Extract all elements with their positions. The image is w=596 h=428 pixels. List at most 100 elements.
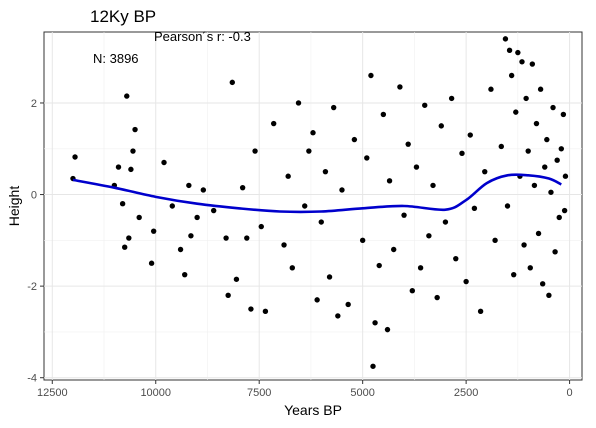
data-point (380, 111, 387, 118)
data-point (128, 166, 134, 173)
y-tick-label: -4 (27, 373, 37, 385)
data-point (558, 146, 565, 152)
data-point (186, 182, 192, 189)
data-point (498, 143, 504, 150)
data-point (523, 95, 529, 102)
data-point (535, 230, 542, 237)
data-point (521, 242, 527, 248)
data-point (122, 244, 128, 250)
data-point (318, 219, 324, 225)
data-point (248, 306, 254, 312)
data-point (330, 104, 337, 111)
data-point (310, 130, 316, 136)
data-point (370, 363, 376, 369)
data-point (513, 109, 519, 115)
x-axis-ticks: 12500 10000 7500 5000 2500 0 (37, 380, 573, 399)
data-point (384, 326, 391, 333)
data-point (448, 95, 455, 102)
data-point (161, 159, 167, 166)
data-point (386, 178, 393, 184)
x-tick-label: 2500 (454, 387, 478, 399)
x-tick-label: 10000 (140, 387, 171, 399)
data-point (502, 36, 509, 42)
data-point (477, 308, 484, 315)
y-axis-label: Height (6, 186, 22, 227)
data-point (529, 61, 536, 67)
data-point (339, 187, 345, 193)
data-point (511, 271, 517, 278)
data-point (281, 242, 287, 248)
y-tick-label: 2 (31, 98, 37, 110)
data-point (519, 59, 525, 65)
data-point (422, 102, 428, 108)
smooth-line (72, 173, 562, 214)
data-point (417, 265, 424, 271)
data-point (554, 157, 560, 163)
data-point (306, 148, 312, 154)
data-point (560, 111, 567, 118)
data-point (169, 203, 175, 209)
data-point (508, 72, 515, 79)
data-point (364, 155, 370, 161)
data-point (409, 288, 416, 294)
data-point (119, 201, 126, 207)
data-point (537, 86, 544, 92)
data-point (442, 219, 449, 225)
data-point (430, 182, 436, 189)
data-point (72, 154, 78, 160)
data-point (459, 150, 465, 157)
data-point (548, 189, 554, 195)
data-point (335, 313, 341, 319)
data-point (124, 93, 130, 99)
data-point (506, 47, 513, 54)
n-annotation: N: 3896 (93, 51, 139, 66)
y-axis-ticks: 2 0 -2 -4 (27, 98, 44, 385)
data-point (302, 203, 308, 209)
data-point (322, 168, 329, 175)
data-point (244, 235, 250, 241)
data-point (539, 281, 546, 287)
data-point (359, 237, 366, 244)
data-point (295, 100, 302, 106)
data-point (115, 164, 122, 170)
data-point (413, 164, 420, 170)
data-point (376, 262, 382, 269)
data-point (471, 205, 478, 211)
data-point (531, 182, 538, 189)
data-point (492, 237, 498, 244)
data-point (233, 276, 240, 282)
data-point (488, 86, 494, 92)
data-point (252, 148, 258, 154)
data-point (314, 297, 320, 303)
data-point (368, 72, 374, 79)
data-point (397, 84, 403, 90)
y-tick-label: -2 (27, 281, 37, 293)
data-point (270, 120, 277, 127)
x-tick-label: 5000 (350, 387, 374, 399)
chart-title: 12Ky BP (90, 7, 156, 26)
data-point (225, 292, 231, 298)
data-point (438, 123, 444, 129)
data-point (401, 212, 407, 218)
data-point (194, 214, 200, 221)
data-point (258, 223, 264, 230)
data-point (351, 136, 358, 143)
data-point (285, 173, 291, 179)
data-point (132, 126, 138, 133)
data-point (391, 246, 397, 253)
data-point (467, 132, 473, 138)
data-point (188, 233, 194, 239)
data-point (533, 120, 540, 127)
data-point (552, 249, 558, 255)
data-point (148, 260, 155, 266)
data-point (126, 235, 132, 241)
data-point (326, 274, 333, 280)
data-point (562, 173, 569, 179)
data-point (426, 233, 432, 239)
data-point (527, 265, 533, 271)
data-point (200, 187, 207, 193)
x-axis-label: Years BP (284, 402, 342, 418)
data-point (434, 294, 440, 301)
data-point (542, 164, 548, 170)
